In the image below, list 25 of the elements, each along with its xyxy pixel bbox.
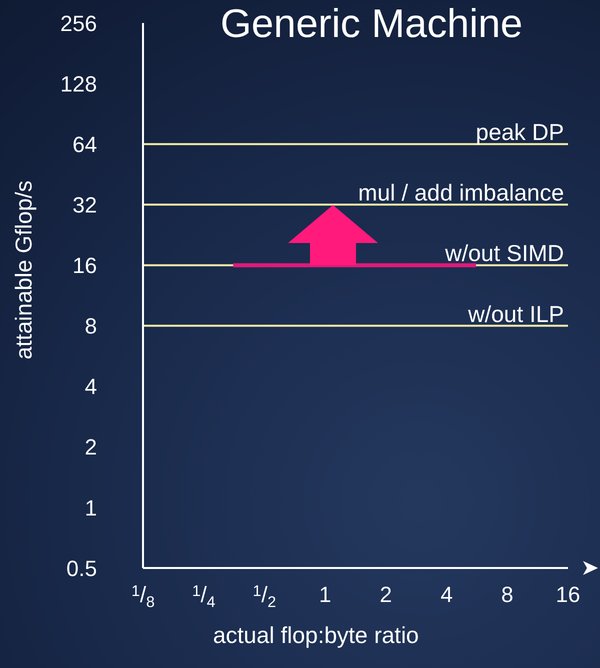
x-axis-title: actual flop:byte ratio — [213, 622, 419, 648]
ref-line-label: peak DP — [476, 119, 564, 146]
y-tick-label: 128 — [60, 71, 97, 96]
y-tick-label: 256 — [60, 10, 97, 36]
y-tick-label: 4 — [84, 374, 97, 400]
y-tick-label: 0.5 — [66, 556, 97, 581]
x-tick-label: 4 — [440, 582, 453, 607]
y-tick-label: 1 — [84, 495, 97, 520]
x-tick-label: $^{1}$/$_{4}$ — [192, 582, 216, 612]
ref-line-label: w/out SIMD — [444, 240, 564, 266]
x-tick-label: 16 — [556, 582, 580, 607]
x-tick-label: $^{1}$/$_{8}$ — [131, 582, 155, 612]
x-tick-label: $^{1}$/$_{2}$ — [252, 582, 276, 612]
chart-title: Generic Machine — [220, 2, 523, 46]
y-axis-title: attainable Gflop/s — [10, 180, 36, 360]
y-tick-label: 16 — [72, 253, 97, 278]
ref-line-label: w/out ILP — [467, 300, 564, 327]
x-tick-label: 2 — [380, 582, 392, 607]
x-tick-label: 1 — [319, 582, 332, 607]
y-tick-label: 8 — [84, 314, 97, 339]
y-tick-label: 32 — [72, 192, 97, 218]
ref-line-label: mul / add imbalance — [358, 180, 564, 206]
y-tick-label: 2 — [84, 434, 97, 460]
y-tick-label: 64 — [72, 132, 97, 157]
x-tick-label: 8 — [501, 582, 514, 607]
